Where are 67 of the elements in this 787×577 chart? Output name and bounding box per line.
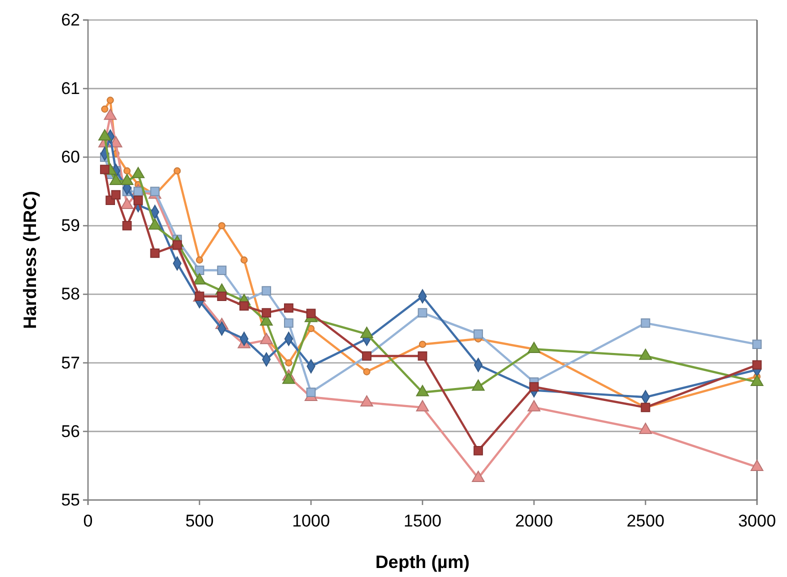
point — [101, 106, 108, 113]
point — [218, 222, 226, 230]
point — [282, 372, 296, 384]
point — [133, 186, 143, 196]
point — [260, 332, 273, 344]
point — [307, 324, 315, 332]
point — [196, 256, 204, 264]
point — [528, 342, 540, 354]
point — [752, 340, 762, 350]
x-tick-label: 2500 — [626, 512, 664, 531]
x-tick-label: 3000 — [738, 512, 776, 531]
point — [217, 292, 226, 302]
point — [284, 303, 294, 313]
point — [474, 329, 483, 339]
point — [193, 273, 206, 284]
point — [150, 248, 160, 258]
point — [528, 400, 540, 412]
point — [363, 368, 370, 376]
point — [239, 301, 249, 311]
y-axis-title: Hardness (HRC) — [20, 190, 40, 330]
point — [416, 385, 429, 396]
point — [474, 446, 483, 456]
point — [750, 374, 764, 386]
point — [150, 186, 160, 196]
point — [106, 96, 114, 104]
point — [133, 196, 143, 206]
point — [752, 360, 762, 370]
point — [360, 395, 374, 407]
y-tick-label: 59 — [61, 216, 80, 236]
point — [240, 256, 248, 264]
point — [174, 167, 181, 174]
point — [111, 190, 121, 200]
point — [123, 167, 131, 174]
x-tick-label: 1000 — [292, 512, 330, 531]
x-axis-title: Depth (µm) — [375, 552, 470, 572]
y-tick-label: 62 — [61, 10, 80, 30]
point — [529, 382, 539, 392]
y-tick-label: 58 — [61, 284, 80, 304]
y-tick-label: 57 — [61, 353, 80, 372]
point — [418, 351, 428, 361]
point — [640, 318, 650, 328]
point — [217, 266, 226, 275]
point — [472, 470, 485, 482]
point — [416, 400, 429, 412]
x-tick-label: 1500 — [404, 512, 442, 531]
y-tick-label: 61 — [61, 79, 80, 98]
point — [418, 308, 428, 318]
point — [262, 286, 272, 296]
x-tick-label: 2000 — [515, 512, 553, 531]
point — [285, 359, 292, 366]
y-tick-label: 60 — [61, 148, 80, 167]
x-tick-label: 500 — [185, 512, 214, 531]
point — [472, 380, 485, 391]
point — [284, 318, 294, 328]
y-tick-label: 55 — [61, 490, 80, 510]
point — [750, 460, 764, 471]
y-tick-label: 56 — [61, 422, 80, 441]
point — [306, 388, 316, 398]
point — [639, 422, 652, 434]
point — [639, 348, 652, 360]
point — [360, 326, 374, 338]
point — [418, 340, 426, 348]
point — [122, 221, 132, 230]
point — [100, 164, 110, 174]
point — [262, 308, 272, 318]
x-tick-label: 0 — [83, 512, 93, 531]
point — [306, 308, 316, 318]
